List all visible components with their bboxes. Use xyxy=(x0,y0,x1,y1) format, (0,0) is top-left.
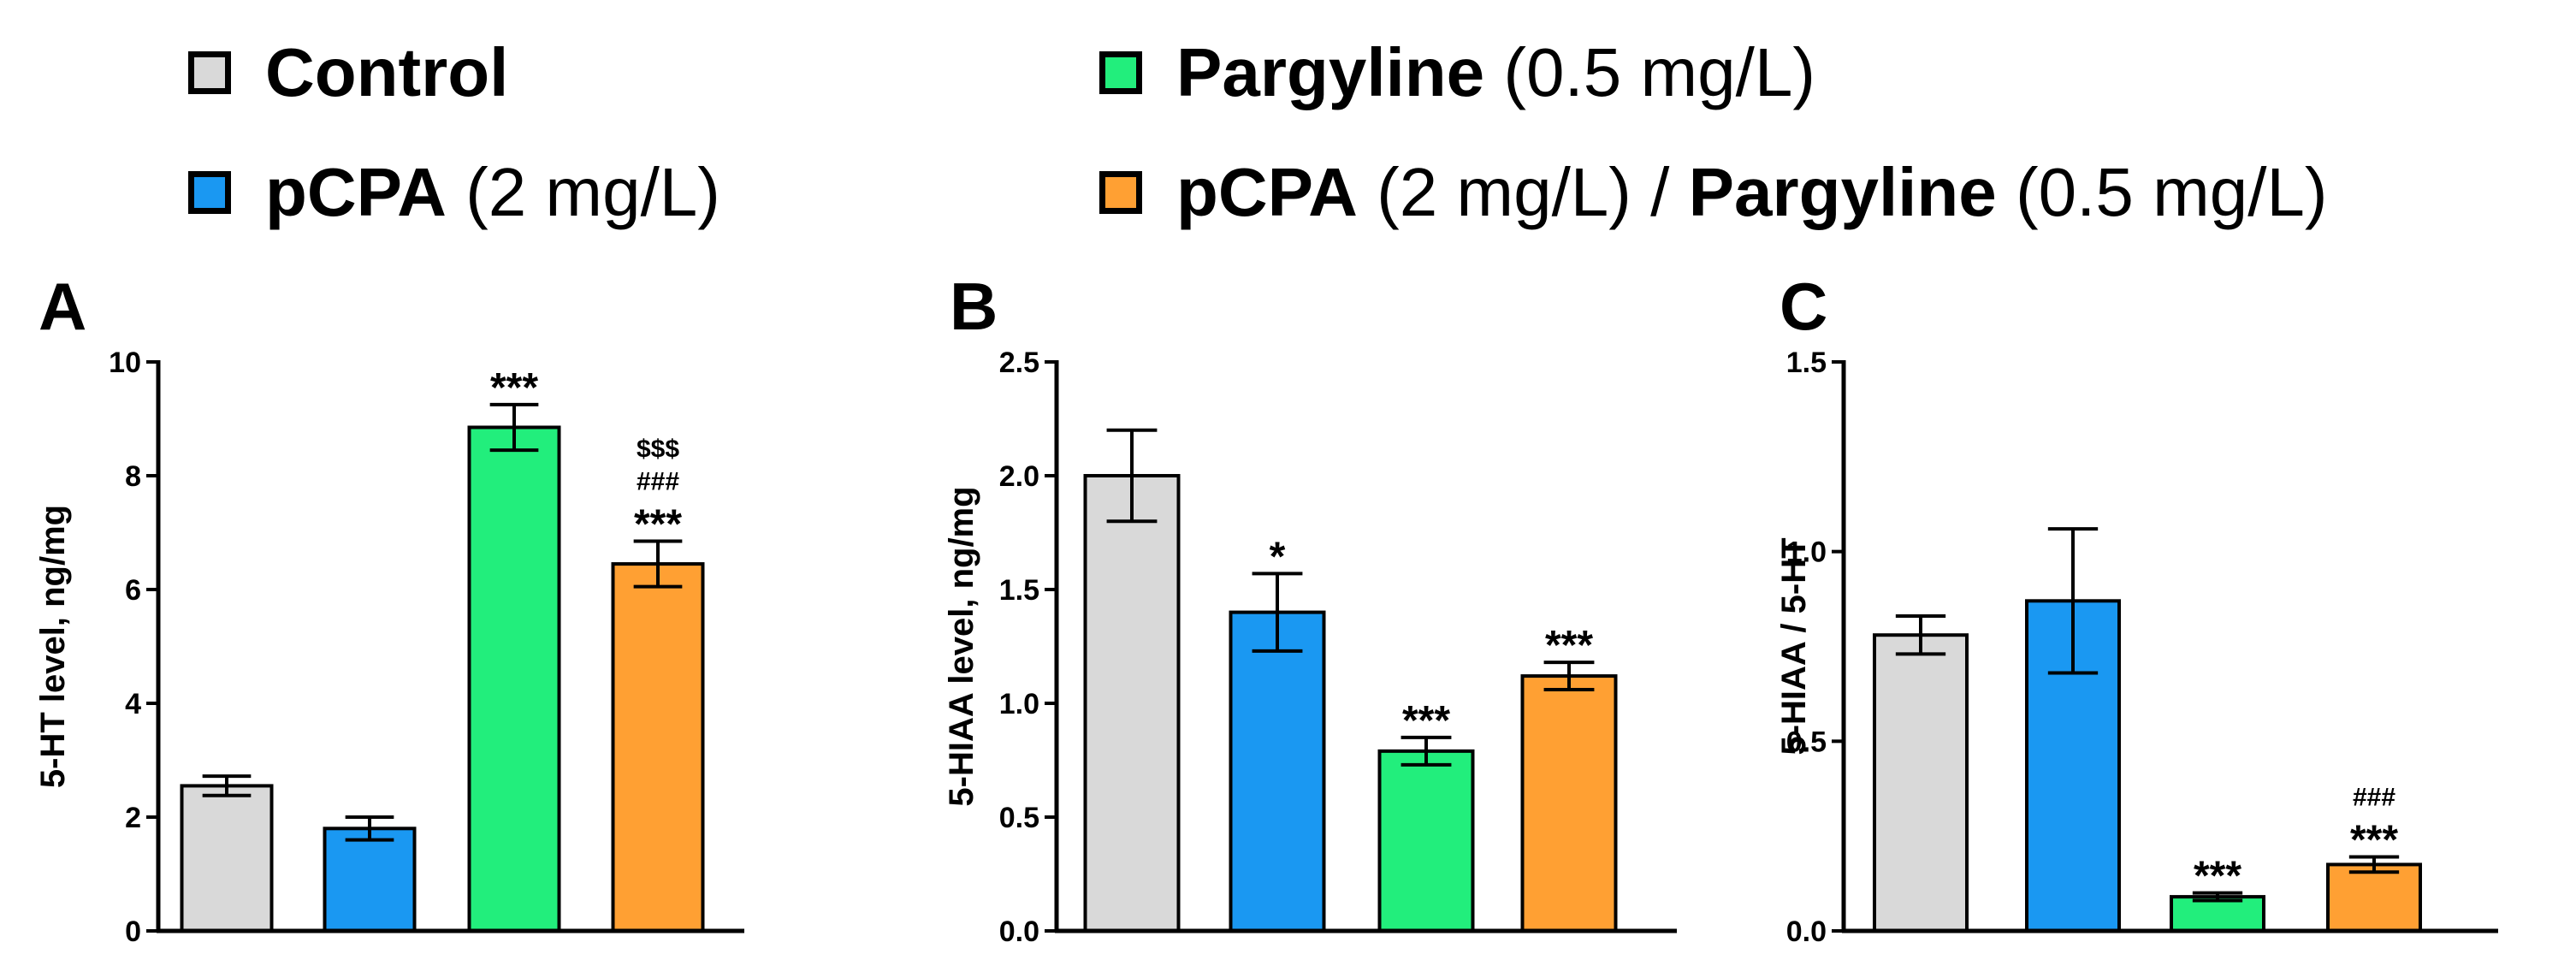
y-axis-label: 5-HIAA / 5-HT xyxy=(1775,537,1813,755)
significance-annotation: *** xyxy=(490,365,538,411)
y-tick-label: 0.0 xyxy=(1786,916,1827,948)
legend-label-control: Control xyxy=(265,34,509,110)
legend-swatch-pcpa xyxy=(188,171,231,214)
panel-letter: C xyxy=(1780,269,1827,344)
y-axis-label: 5-HIAA level, ng/mg xyxy=(943,486,980,806)
legend-swatch-pcpa-pargyline xyxy=(1099,171,1142,214)
y-tick-label: 10 xyxy=(109,347,141,379)
bar xyxy=(323,827,417,933)
y-tick-label: 1.0 xyxy=(999,688,1039,720)
significance-annotation: *** xyxy=(2350,818,2398,863)
panel-a: A 5-HT level, ng/mg *** *** ### $$$ 0 2 4 6 8 10 xyxy=(34,269,744,948)
y-tick-label: 2 xyxy=(125,802,141,834)
legend-item-pcpa-pargyline: pCPA (2 mg/L) / Pargyline (0.5 mg/L) xyxy=(1099,145,2328,240)
significance-annotation: *** xyxy=(1402,698,1450,744)
legend-swatch-pargyline xyxy=(1099,51,1142,94)
significance-annotation: *** xyxy=(1545,623,1593,668)
y-tick-label: 8 xyxy=(125,460,141,493)
legend-item-pcpa: pCPA (2 mg/L) xyxy=(188,145,720,240)
y-tick-label: 1.5 xyxy=(1786,347,1827,379)
y-tick-label: 4 xyxy=(125,688,141,720)
y-tick-label: 2.0 xyxy=(999,460,1039,493)
y-tick-label: 0 xyxy=(125,916,141,948)
panel-letter: B xyxy=(950,269,998,344)
panel-c: C 5-HIAA / 5-HT *** *** ### 0.0 0.5 1.0 1.5 xyxy=(1775,269,2498,948)
significance-annotation: ### xyxy=(2353,784,2395,812)
legend-label-pcpa: pCPA (2 mg/L) xyxy=(265,154,720,230)
y-tick-label: 0.5 xyxy=(1786,726,1827,758)
significance-annotation: *** xyxy=(634,501,682,547)
legend-item-pargyline: Pargyline (0.5 mg/L) xyxy=(1099,26,1815,120)
bar xyxy=(2326,862,2422,933)
legend-item-control: Control xyxy=(188,26,508,120)
bar xyxy=(1229,610,1326,933)
significance-annotation: *** xyxy=(2194,854,2241,899)
bar xyxy=(1083,474,1181,933)
significance-annotation: * xyxy=(1270,534,1286,579)
legend-swatch-control xyxy=(188,51,231,94)
bar xyxy=(1873,633,1969,933)
bar xyxy=(1377,749,1475,933)
bar xyxy=(1520,674,1618,933)
y-tick-label: 6 xyxy=(125,574,141,607)
legend: Control Pargyline (0.5 mg/L) pCPA (2 mg/… xyxy=(0,0,2576,248)
y-tick-label: 0.5 xyxy=(999,802,1039,834)
bar xyxy=(180,784,274,933)
bar xyxy=(467,425,561,933)
y-tick-label: 1.0 xyxy=(1786,536,1827,569)
panel-b: B5-HIAA level, ng/mg *******0.00.51.01.52… xyxy=(943,269,1677,948)
legend-label-pcpa-pargyline: pCPA (2 mg/L) / Pargyline (0.5 mg/L) xyxy=(1176,154,2328,230)
significance-annotation: $$$ xyxy=(637,435,679,463)
y-tick-label: 1.5 xyxy=(999,574,1039,607)
y-tick-label: 2.5 xyxy=(999,347,1039,379)
bar xyxy=(2170,895,2265,933)
bar xyxy=(611,562,705,933)
significance-annotation: ### xyxy=(637,467,679,495)
panel-letter: A xyxy=(38,269,86,344)
y-axis-label: 5-HT level, ng/mg xyxy=(34,505,72,788)
legend-label-pargyline: Pargyline (0.5 mg/L) xyxy=(1176,34,1815,110)
y-tick-label: 0.0 xyxy=(999,916,1039,948)
